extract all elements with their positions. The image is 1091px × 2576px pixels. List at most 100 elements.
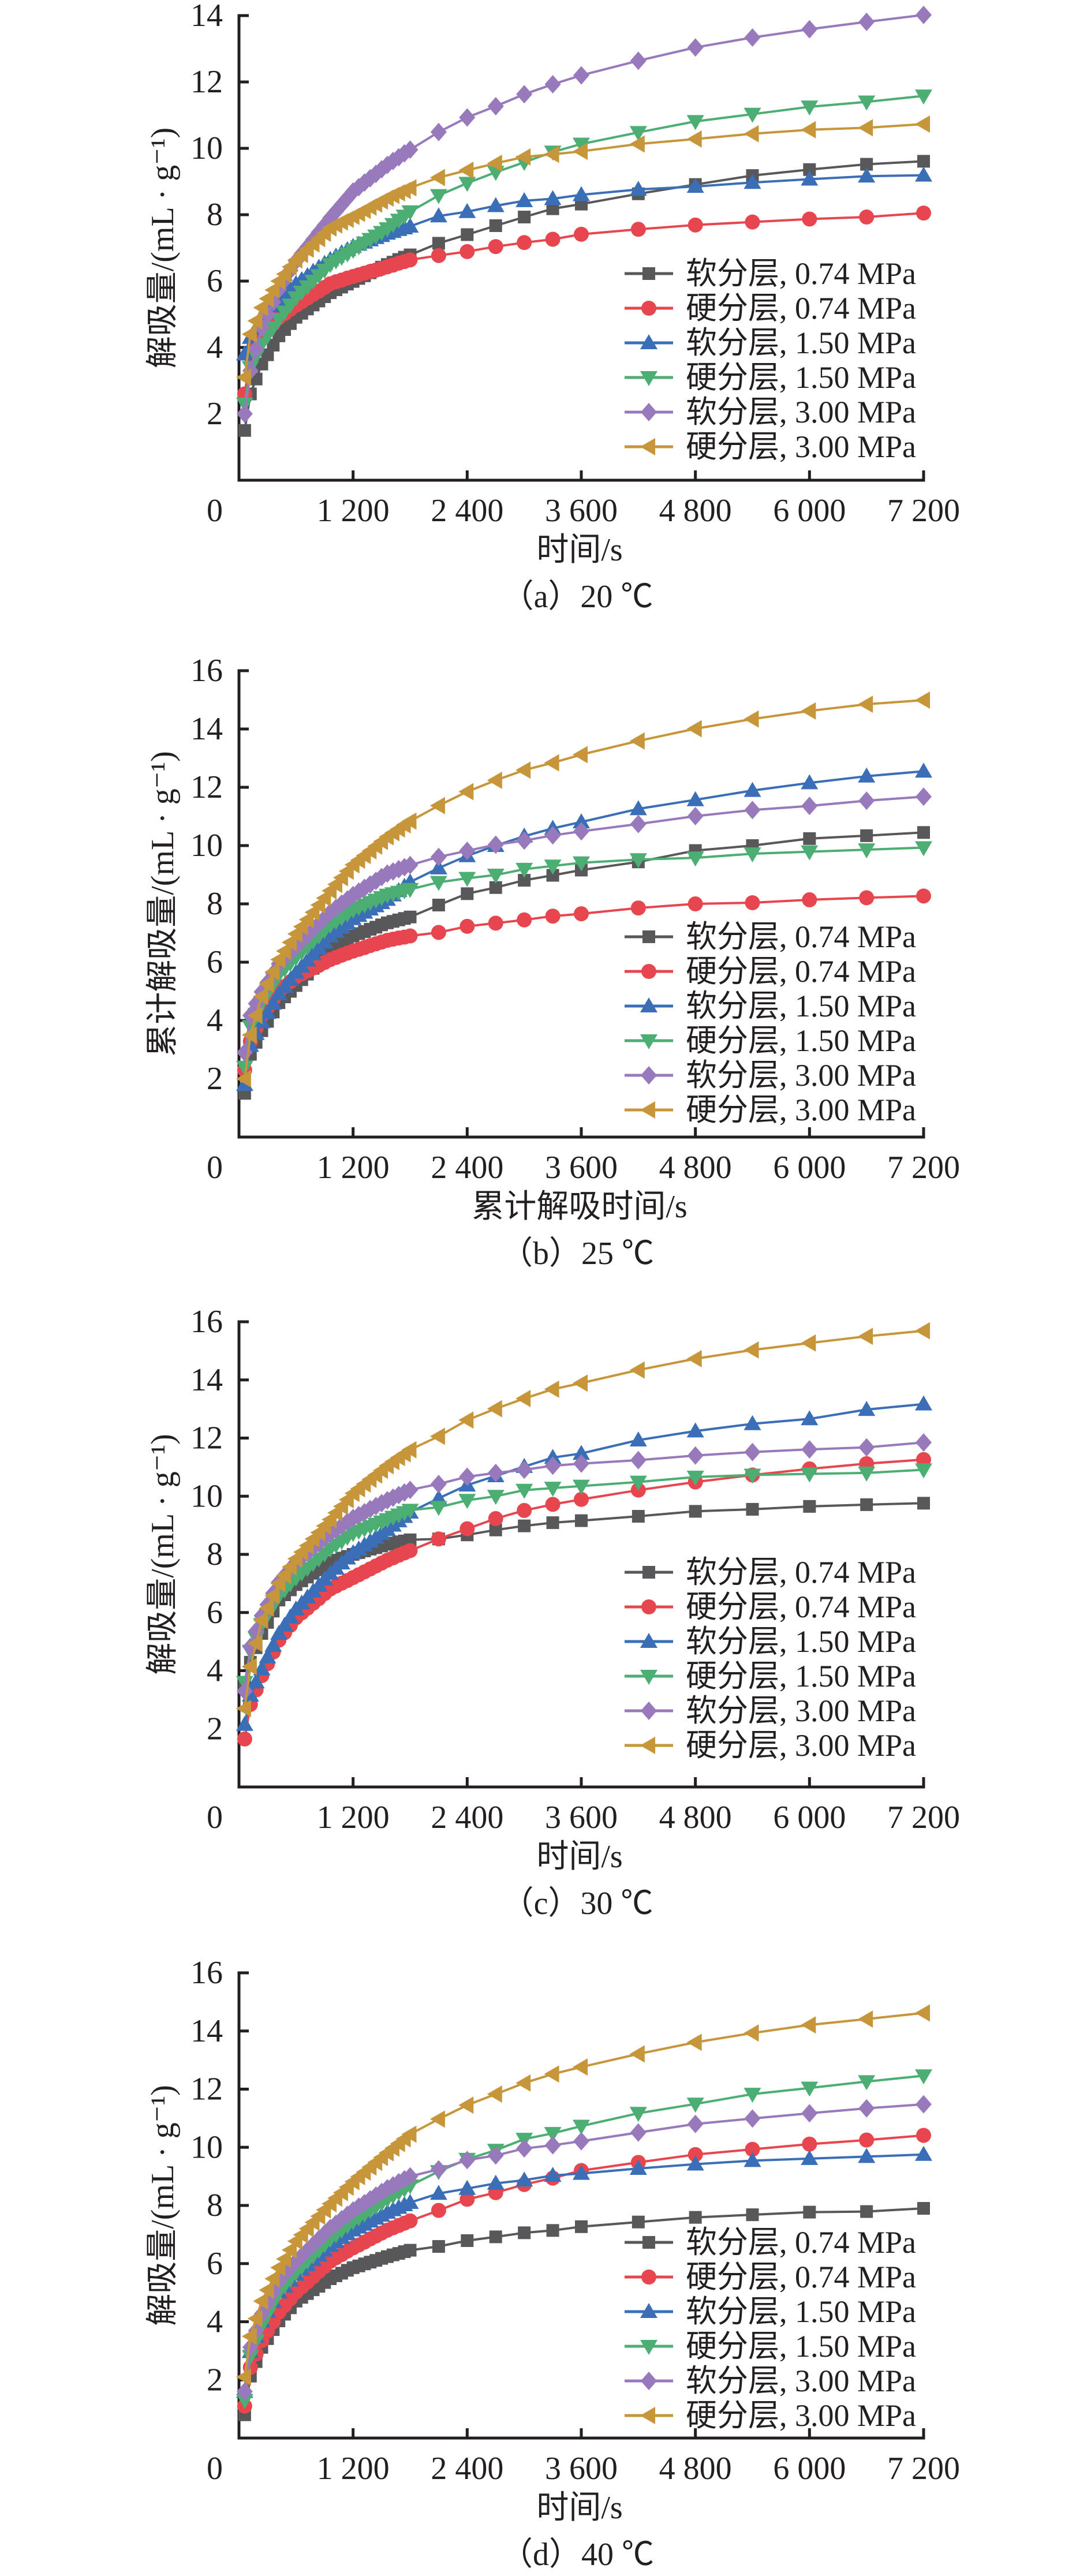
data-point-triangle-down [544, 2127, 562, 2143]
legend-marker-square [642, 267, 655, 280]
x-tick-label: 1 200 [317, 493, 390, 529]
y-tick-label: 10 [190, 130, 223, 166]
data-point-square [489, 2230, 502, 2244]
axes: 2 4 6 8 10 12 14 16 0 1 200 2 400 3 600 4 800 6 000 7 … [190, 1304, 960, 1835]
data-point-diamond [402, 2167, 419, 2186]
data-point-triangle-left [458, 783, 474, 801]
data-point-square [746, 1502, 759, 1516]
data-point-diamond [430, 2160, 447, 2179]
legend-item: 软分层, 1.50 MPa [625, 989, 916, 1023]
data-point-triangle-left [544, 2065, 559, 2083]
data-point-circle [859, 890, 875, 906]
data-point-diamond [801, 20, 818, 39]
legend-marker-triangle-up [640, 997, 657, 1012]
data-point-triangle-down [429, 189, 447, 204]
legend-item: 硬分层, 3.00 MPa [625, 1093, 916, 1127]
data-point-triangle-down [241, 2350, 259, 2365]
panel-d: 2 4 6 8 10 12 14 16 0 1 200 2 400 3 600 4 800 6 000 7 … [145, 1955, 960, 2573]
data-point-triangle-left [270, 951, 286, 969]
legend-label: 软分层, 1.50 MPa [686, 326, 916, 360]
data-point-diamond [516, 1460, 533, 1479]
data-point-square [860, 829, 873, 842]
x-axis-title: 时间/s [536, 2490, 622, 2526]
data-point-triangle-up [264, 1636, 282, 1652]
data-point-square [461, 2234, 474, 2247]
data-point-triangle-down [487, 869, 505, 884]
x-tick-label: 1 200 [317, 1800, 390, 1835]
data-point-triangle-up [629, 181, 647, 196]
legend-item: 软分层, 1.50 MPa [625, 326, 916, 360]
data-point-diamond [916, 5, 932, 24]
data-point-circle [916, 2128, 931, 2143]
data-point-triangle-left [629, 135, 645, 153]
legend-marker-triangle-up [640, 334, 657, 349]
legend-marker-triangle-up [640, 2303, 657, 2318]
data-point-square [575, 2220, 588, 2233]
data-point-triangle-down [686, 851, 704, 867]
data-point-diamond [516, 85, 533, 104]
data-point-square [917, 826, 930, 839]
legend-marker-triangle-left [640, 438, 655, 455]
data-point-triangle-down [915, 89, 932, 105]
legend-marker-circle [641, 1599, 656, 1614]
y-tick-label: 10 [190, 2129, 223, 2165]
data-point-square [461, 228, 474, 241]
legend-item: 硬分层, 1.50 MPa [625, 1659, 916, 1693]
x-tick-label: 2 400 [431, 1150, 503, 1186]
data-point-triangle-left [544, 754, 559, 772]
data-point-triangle-down [801, 845, 819, 861]
data-point-diamond [858, 12, 875, 31]
legend-marker-triangle-down [640, 1670, 657, 1685]
data-point-diamond [459, 2151, 476, 2170]
data-point-triangle-left [241, 326, 257, 343]
data-point-triangle-up [858, 1401, 876, 1416]
data-point-diamond [630, 2123, 647, 2142]
legend-marker-circle [641, 301, 656, 316]
data-point-triangle-left [281, 2241, 297, 2259]
data-point-diamond [236, 2382, 253, 2401]
plot-area [236, 691, 932, 1100]
data-point-circle [859, 2132, 875, 2148]
y-axis-title: 解吸量/(mL · g⁻¹) [145, 1434, 181, 1675]
data-point-triangle-down [515, 1483, 533, 1499]
data-point-triangle-up [743, 782, 761, 797]
data-point-circle [745, 895, 760, 910]
data-point-triangle-down [458, 1494, 476, 1509]
data-point-circle [916, 205, 931, 221]
data-point-triangle-up [401, 2194, 419, 2209]
data-point-circle [459, 1521, 475, 1536]
legend-item: 软分层, 0.74 MPa [625, 256, 916, 291]
data-point-triangle-down [429, 876, 447, 891]
data-point-triangle-up [915, 166, 932, 182]
data-point-triangle-left [629, 2045, 645, 2063]
data-point-triangle-down [544, 859, 562, 875]
legend-label: 硬分层, 3.00 MPa [686, 1093, 916, 1127]
data-point-triangle-left [236, 1070, 251, 1087]
x-tick-label: 2 400 [431, 2451, 503, 2487]
y-tick-label: 8 [207, 197, 223, 233]
data-point-diamond [801, 2104, 818, 2123]
data-point-diamond [459, 108, 476, 127]
plot-area [236, 1322, 932, 1747]
data-point-diamond [687, 38, 704, 57]
data-point-square [518, 874, 531, 887]
data-point-triangle-up [429, 1489, 447, 1505]
data-point-triangle-left [743, 710, 759, 728]
legend-marker-square [642, 2236, 655, 2249]
data-point-square [403, 1533, 417, 1546]
legend-item: 硬分层, 1.50 MPa [625, 360, 916, 395]
data-point-triangle-down [401, 1504, 419, 1519]
data-point-diamond [544, 2136, 561, 2155]
data-point-square [403, 910, 417, 924]
data-point-triangle-left [247, 312, 263, 330]
series-6 [236, 115, 930, 386]
data-point-diamond [430, 847, 447, 866]
panel-caption: （a）20 ℃ [502, 579, 653, 615]
y-tick-label: 6 [207, 1595, 223, 1631]
data-point-triangle-left [573, 1374, 588, 1392]
data-point-triangle-up [429, 207, 447, 223]
data-point-triangle-up [487, 2174, 505, 2190]
data-point-triangle-up [573, 813, 590, 829]
data-point-triangle-left [429, 1427, 445, 1445]
